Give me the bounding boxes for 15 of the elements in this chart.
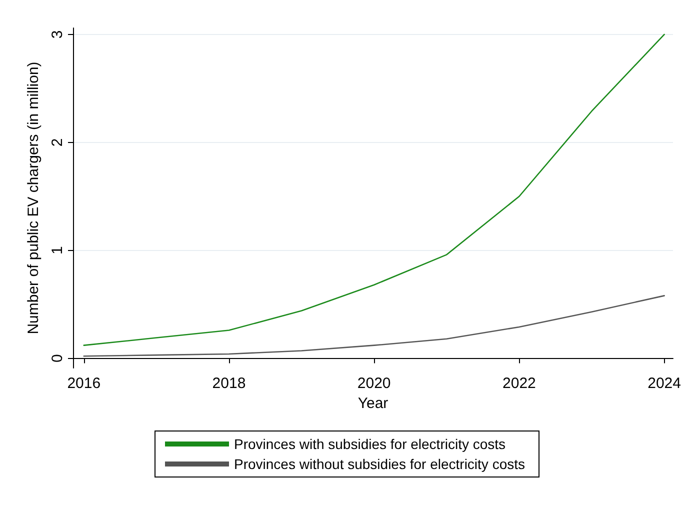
x-tick-label: 2016 xyxy=(67,375,101,392)
x-axis-title: Year xyxy=(358,394,388,412)
y-tick-label: 1 xyxy=(49,246,66,255)
line-series xyxy=(83,295,665,357)
y-tick-label: 2 xyxy=(49,138,66,147)
legend-label: Provinces with subsidies for electricity costs xyxy=(234,436,506,452)
x-tick-label: 2022 xyxy=(502,375,536,392)
y-tick-label: 3 xyxy=(49,30,66,39)
x-tick-label: 2024 xyxy=(648,375,681,392)
legend-label: Provinces without subsidies for electricity costs xyxy=(234,456,525,472)
y-axis-title: Number of public EV chargers (in million) xyxy=(25,62,42,334)
line-series xyxy=(83,34,665,346)
y-tick-label: 0 xyxy=(49,354,66,362)
x-tick-label: 2018 xyxy=(212,375,246,392)
x-tick-label: 2020 xyxy=(357,375,391,392)
